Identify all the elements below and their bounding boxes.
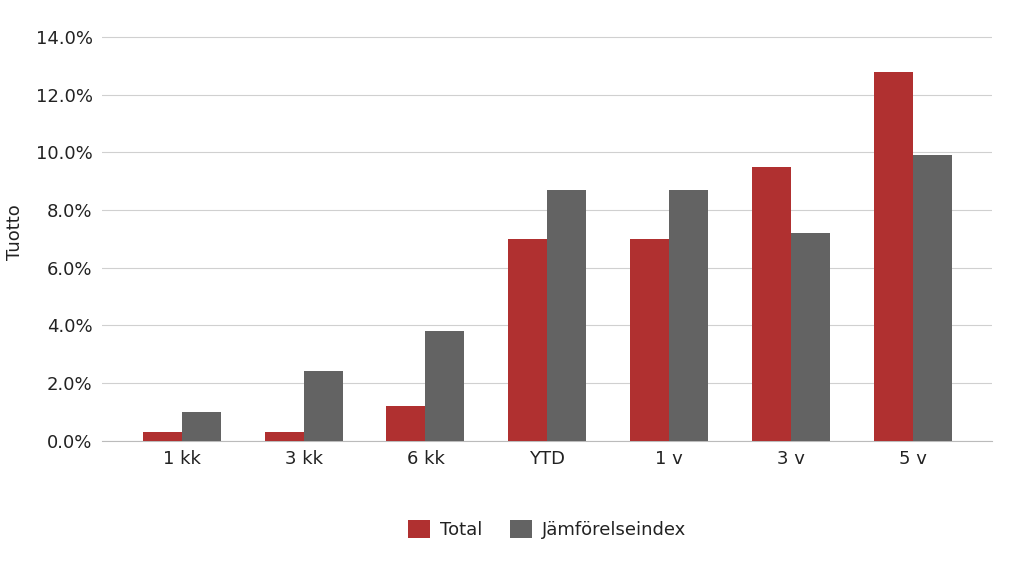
Bar [508,239,547,441]
Bar [669,190,708,441]
Bar [547,190,586,441]
Bar [913,155,951,441]
Bar [143,432,182,441]
Legend: Total, Jämförelseindex: Total, Jämförelseindex [401,512,694,546]
Bar [630,239,669,441]
Y-axis label: Tuotto: Tuotto [6,204,25,259]
Bar [182,412,221,441]
Bar [265,432,304,441]
Bar [874,72,913,441]
Bar [791,233,830,441]
Bar [304,372,343,441]
Bar [752,167,791,441]
Bar [426,331,464,441]
Bar [387,406,426,441]
